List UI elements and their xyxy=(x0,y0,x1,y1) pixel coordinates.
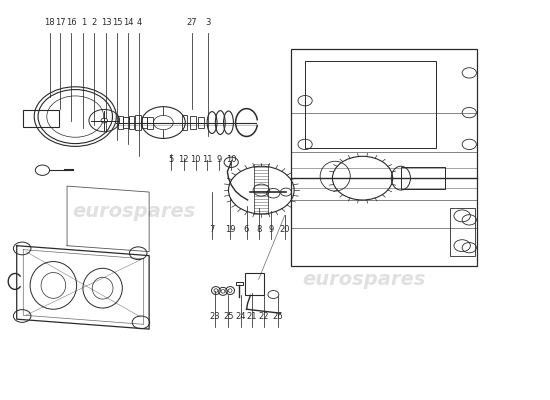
Circle shape xyxy=(101,118,108,123)
Text: 14: 14 xyxy=(123,18,134,27)
Text: 9: 9 xyxy=(217,155,222,164)
Text: 9: 9 xyxy=(268,225,274,234)
Text: 6: 6 xyxy=(244,225,249,234)
Text: 26: 26 xyxy=(272,312,283,321)
Text: eurospares: eurospares xyxy=(73,202,196,222)
Text: 13: 13 xyxy=(101,18,112,27)
Text: eurospares: eurospares xyxy=(302,270,426,289)
Text: 7: 7 xyxy=(210,225,215,234)
Text: 2: 2 xyxy=(92,18,97,27)
Text: 3: 3 xyxy=(206,18,211,27)
Text: 10: 10 xyxy=(226,155,236,164)
Text: 27: 27 xyxy=(186,18,197,27)
Text: 19: 19 xyxy=(225,225,235,234)
Text: 10: 10 xyxy=(190,155,201,164)
Text: 22: 22 xyxy=(259,312,270,321)
Text: 8: 8 xyxy=(256,225,261,234)
Text: 4: 4 xyxy=(136,18,142,27)
Text: 25: 25 xyxy=(223,312,234,321)
Text: 15: 15 xyxy=(112,18,123,27)
Text: 18: 18 xyxy=(44,18,55,27)
Text: 12: 12 xyxy=(178,155,189,164)
Text: 23: 23 xyxy=(210,312,220,321)
Text: 11: 11 xyxy=(202,155,212,164)
Text: 21: 21 xyxy=(247,312,257,321)
Text: 16: 16 xyxy=(66,18,77,27)
Text: 20: 20 xyxy=(279,225,290,234)
Text: 17: 17 xyxy=(55,18,66,27)
Text: 5: 5 xyxy=(168,155,174,164)
Text: 1: 1 xyxy=(81,18,86,27)
Text: 24: 24 xyxy=(236,312,246,321)
